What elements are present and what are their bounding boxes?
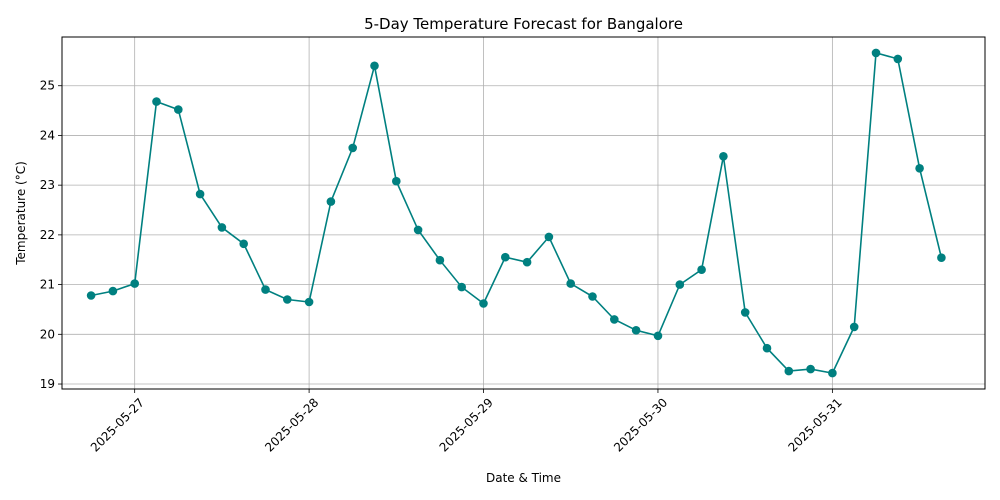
y-tick-label: 25 [40, 79, 55, 93]
data-point [588, 292, 597, 301]
data-point [566, 279, 575, 288]
data-point [937, 253, 946, 262]
data-point [304, 297, 314, 307]
data-point [108, 286, 118, 296]
data-point [697, 265, 706, 275]
data-point [610, 315, 619, 324]
x-tick-label: 2025-05-27 [88, 395, 147, 454]
temperature-series-line [90, 51, 943, 374]
grid [62, 37, 985, 389]
y-tick-label: 19 [40, 377, 55, 391]
data-point [675, 280, 685, 289]
data-point [348, 143, 358, 153]
data-point [828, 368, 837, 378]
data-point [261, 285, 270, 294]
data-point [762, 343, 772, 353]
data-point [806, 364, 815, 374]
y-tick-label: 20 [40, 327, 55, 341]
data-point [740, 308, 750, 317]
y-tick-label: 22 [40, 228, 55, 242]
data-point [871, 48, 881, 58]
data-point [239, 239, 248, 249]
data-point [413, 225, 423, 235]
data-points [86, 48, 946, 378]
data-point [370, 61, 379, 71]
data-point [653, 331, 663, 341]
data-point [217, 223, 227, 232]
y-axis-label: Temperature (°C) [14, 161, 28, 266]
data-point [479, 299, 488, 308]
data-point [457, 282, 467, 292]
data-point [195, 189, 205, 199]
x-tick-label: 2025-05-29 [437, 395, 496, 454]
data-point [326, 197, 336, 206]
data-point [435, 255, 445, 265]
x-tick-label: 2025-05-30 [611, 395, 670, 454]
x-axis-label: Date & Time [486, 471, 561, 485]
data-point [174, 105, 183, 114]
data-point [849, 322, 859, 332]
x-tick-label: 2025-05-28 [262, 395, 321, 454]
series-line-layer [90, 51, 943, 374]
y-tick-label: 24 [40, 128, 55, 142]
data-point [86, 291, 96, 300]
data-point [501, 252, 510, 262]
x-tick-label: 2025-05-31 [785, 395, 844, 454]
data-point [152, 97, 161, 106]
chart-title: 5-Day Temperature Forecast for Bangalore [364, 15, 683, 33]
data-point [130, 279, 139, 288]
data-point [544, 232, 554, 242]
data-point [915, 164, 924, 173]
y-tick-label: 23 [40, 178, 55, 192]
data-point [631, 326, 641, 335]
data-point [392, 176, 401, 186]
data-point [719, 152, 728, 161]
plot-area-frame [61, 36, 986, 390]
data-point [784, 366, 794, 376]
data-point [522, 257, 532, 267]
data-point [893, 54, 903, 64]
data-point [283, 295, 292, 304]
y-tick-label: 21 [40, 278, 55, 292]
